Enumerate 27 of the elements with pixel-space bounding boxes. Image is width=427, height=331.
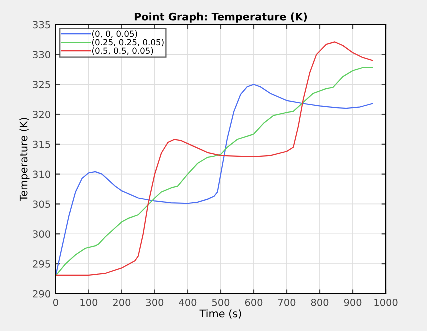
x-tick-label: 1000 [374,298,398,306]
legend-label: (0, 0, 0.05) [92,30,138,38]
y-tick-label: 305 [33,200,50,208]
y-axis-title: Temperature (K) [20,118,30,202]
y-tick-label: 335 [33,21,50,29]
x-axis-title: Time (s) [200,310,242,319]
x-tick-label: 100 [80,298,98,306]
y-tick-label: 300 [33,230,50,238]
x-tick-label: 300 [146,298,164,306]
x-tick-label: 900 [344,298,362,306]
y-tick-label: 330 [33,51,50,59]
x-tick-label: 500 [212,298,230,306]
x-tick-label: 400 [179,298,197,306]
chart-title: Point Graph: Temperature (K) [134,12,308,23]
y-tick-label: 325 [33,81,50,88]
x-tick-label: 0 [53,298,58,306]
y-tick-label: 310 [33,170,50,178]
x-tick-label: 600 [245,298,263,306]
y-tick-label: 315 [33,140,50,148]
x-tick-label: 800 [311,298,329,306]
y-tick-label: 320 [33,111,50,118]
x-tick-label: 700 [278,298,296,306]
y-tick-label: 290 [33,290,50,298]
legend-label: (0.5, 0.5, 0.05) [92,48,154,56]
y-tick-label: 295 [33,260,50,268]
legend-label: (0.25, 0.25, 0.05) [92,39,164,47]
x-tick-label: 200 [113,298,131,306]
